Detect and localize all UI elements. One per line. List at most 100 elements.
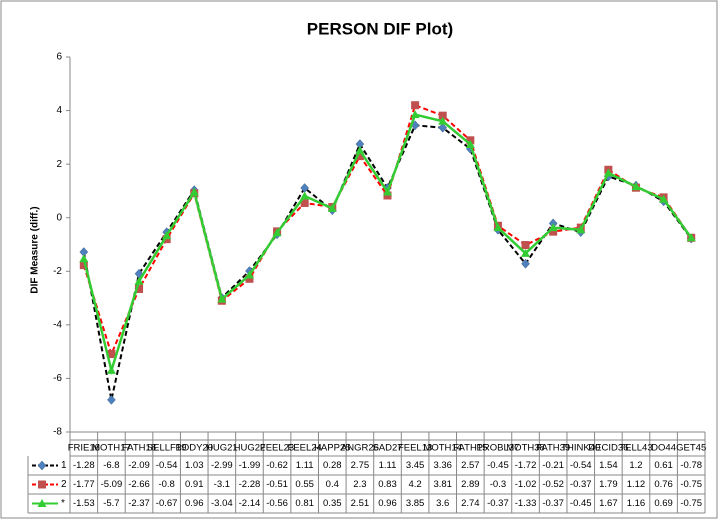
table-value: 1.11: [379, 460, 397, 471]
table-value: 0.96: [378, 498, 397, 509]
marker: [327, 203, 337, 212]
marker: [79, 261, 88, 270]
marker: [37, 499, 47, 507]
table-value: 1.12: [627, 479, 646, 490]
marker: [438, 116, 448, 125]
table-value: 0.55: [295, 479, 314, 490]
table-value: -1.72: [515, 460, 537, 471]
table-value: -0.45: [487, 460, 509, 471]
table-value: 0.83: [378, 479, 397, 490]
table-value: -0.75: [680, 498, 702, 509]
x-tick-label: FATH18: [122, 443, 156, 454]
marker: [300, 191, 310, 200]
table-value: 0.69: [654, 498, 673, 509]
marker: [217, 294, 227, 303]
marker: [410, 110, 420, 119]
table-value: -2.28: [239, 479, 261, 490]
x-tick-label: FEEL13: [398, 443, 432, 454]
table-value: -0.37: [542, 498, 564, 509]
marker: [189, 187, 199, 196]
table-value: -0.3: [490, 479, 506, 490]
y-axis-label: DIF Measure (diff.): [30, 206, 41, 293]
x-tick-label: DO44: [651, 443, 676, 454]
table-value: 0.76: [654, 479, 673, 490]
table-value: 2.51: [351, 498, 370, 509]
x-tick-label: DECID36: [588, 443, 628, 454]
table-value: 3.45: [406, 460, 425, 471]
table-value: -3.1: [214, 479, 230, 490]
marker: [134, 276, 144, 285]
x-tick-label: GET45: [676, 443, 706, 454]
marker: [244, 270, 254, 279]
table-value: -2.37: [128, 498, 150, 509]
marker: [603, 168, 613, 177]
table-value: -2.66: [128, 479, 150, 490]
table-value: -0.54: [156, 460, 178, 471]
table-value: 0.61: [654, 460, 673, 471]
marker: [631, 182, 641, 191]
table-value: 4.2: [408, 479, 421, 490]
table-value: -0.37: [570, 479, 592, 490]
x-tick-label: PROBL37: [477, 443, 520, 454]
marker: [79, 254, 89, 263]
x-tick-label: TELL43: [619, 443, 652, 454]
marker: [493, 223, 503, 232]
table-value: 3.85: [406, 498, 425, 509]
table-value: 2.3: [353, 479, 366, 490]
table-value: 0.28: [323, 460, 342, 471]
marker: [37, 460, 47, 471]
table-value: -5.7: [103, 498, 119, 509]
chart-title: PERSON DIF Plot): [307, 19, 453, 38]
x-tick-label: HUG22: [234, 443, 266, 454]
table-value: -1.53: [73, 498, 95, 509]
x-tick-label: SELLF19: [147, 443, 187, 454]
x-tick-label: BODY20: [175, 443, 213, 454]
table-value: 0.35: [323, 498, 342, 509]
marker: [521, 241, 530, 250]
legend-label: 1: [61, 460, 67, 471]
table-value: -0.8: [158, 479, 174, 490]
table-value: -0.75: [680, 479, 702, 490]
table-value: -1.33: [515, 498, 537, 509]
table-value: -1.77: [73, 479, 95, 490]
x-tick-label: MOTH17: [92, 443, 131, 454]
y-tick-label: -6: [53, 373, 62, 384]
y-tick-label: 4: [56, 105, 62, 116]
marker: [659, 194, 669, 203]
marker: [549, 227, 558, 236]
legend-label: *: [61, 498, 65, 509]
table-value: 2.75: [351, 460, 370, 471]
table-value: 1.2: [629, 460, 642, 471]
table-value: -0.51: [266, 479, 288, 490]
x-tick-label: THINK40: [561, 443, 600, 454]
table-value: 2.89: [461, 479, 480, 490]
table-value: -6.8: [103, 460, 119, 471]
marker: [521, 258, 530, 269]
table-value: 3.81: [433, 479, 452, 490]
marker: [383, 187, 392, 196]
marker: [355, 152, 364, 161]
y-tick-label: -2: [53, 266, 62, 277]
marker: [107, 394, 116, 405]
table-value: 0.4: [326, 479, 339, 490]
x-tick-label: MOTH14: [423, 443, 462, 454]
table-value: -0.78: [680, 460, 702, 471]
table-value: -3.04: [211, 498, 233, 509]
table-value: 1.67: [599, 498, 618, 509]
y-tick-label: 2: [56, 159, 62, 170]
marker: [162, 231, 172, 240]
marker: [548, 223, 558, 232]
table-value: 2.74: [461, 498, 480, 509]
table-value: -1.99: [239, 460, 261, 471]
table-value: -1.02: [515, 479, 537, 490]
marker: [245, 274, 254, 283]
table-value: 1.16: [627, 498, 646, 509]
table-value: 1.54: [599, 460, 618, 471]
table-value: -1.28: [73, 460, 95, 471]
x-tick-label: SAD27: [372, 443, 402, 454]
marker: [106, 365, 116, 374]
table-value: -0.54: [570, 460, 592, 471]
table-value: 1.79: [599, 479, 618, 490]
table-value: -0.37: [487, 498, 509, 509]
